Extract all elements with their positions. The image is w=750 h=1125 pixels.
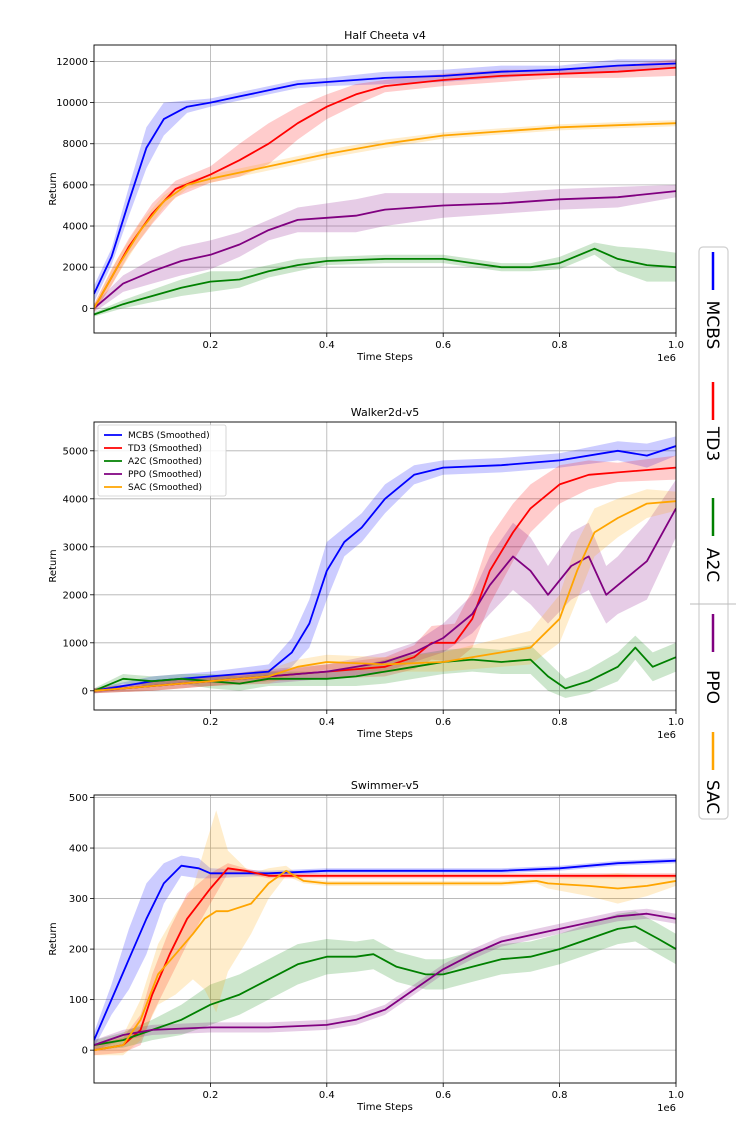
y-tick-label: 6000 xyxy=(63,180,88,191)
y-axis-label: Return xyxy=(48,172,59,205)
x-axis-label: Time Steps xyxy=(356,352,413,363)
series-line-4 xyxy=(94,122,676,309)
series-line-4 xyxy=(94,500,676,692)
x-tick-label: 1.0 xyxy=(668,717,684,728)
x-tick-label: 0.4 xyxy=(319,340,335,351)
y-tick-label: 200 xyxy=(69,945,88,956)
chart-panel-1: 0.2 0.4 0.6 0.8 1.0 0 2000 4000 6000 8000 10000 120… xyxy=(48,29,684,364)
x-tick-label: 0.2 xyxy=(202,340,218,351)
y-tick-label: 300 xyxy=(69,894,88,905)
chart-title: Half Cheeta v4 xyxy=(344,29,426,42)
series-band-3 xyxy=(94,479,676,694)
side-legend: MCBS TD3 A2C PPO SAC xyxy=(690,246,736,820)
x-offset-text: 1e6 xyxy=(657,730,676,741)
series-line-4 xyxy=(94,869,676,1052)
series-line-0 xyxy=(94,445,676,692)
side-legend-label: TD3 xyxy=(702,426,722,461)
x-tick-label: 0.6 xyxy=(435,1090,451,1101)
legend-box xyxy=(97,424,227,497)
series-band-4 xyxy=(94,489,676,694)
y-tick-label: 5000 xyxy=(63,446,88,457)
x-tick-label: 0.8 xyxy=(552,717,568,728)
chart-title: Swimmer-v5 xyxy=(351,779,419,792)
x-offset-text: 1e6 xyxy=(657,1103,676,1114)
side-legend-label: MCBS xyxy=(702,301,722,350)
series-band-2 xyxy=(94,242,676,317)
series-line-3 xyxy=(94,190,676,309)
side-legend-label: A2C xyxy=(702,548,722,582)
y-tick-label: 3000 xyxy=(63,542,88,553)
y-tick-label: 10000 xyxy=(56,98,88,109)
y-tick-label: 2000 xyxy=(63,263,88,274)
series-band-4 xyxy=(94,810,676,1056)
plot-area xyxy=(94,436,676,698)
x-tick-label: 0.2 xyxy=(202,717,218,728)
chart-panel-3: 0.2 0.4 0.6 0.8 1.0 0 100 200 300 400 500 1e6 Time S… xyxy=(48,779,684,1114)
y-axis-label: Return xyxy=(48,922,59,955)
axes-frame xyxy=(93,44,677,334)
legend-entry: TD3 (Smoothed) xyxy=(127,444,202,454)
x-tick-label: 0.2 xyxy=(202,1090,218,1101)
plot-area xyxy=(94,810,676,1056)
y-tick-label: 12000 xyxy=(56,57,88,68)
x-tick-label: 1.0 xyxy=(668,340,684,351)
x-tick-label: 0.8 xyxy=(552,340,568,351)
y-tick-label: 0 xyxy=(82,304,88,315)
y-tick-label: 500 xyxy=(69,793,88,804)
series-line-2 xyxy=(94,646,676,692)
x-axis-label: Time Steps xyxy=(356,1102,413,1113)
series-line-2 xyxy=(94,247,676,316)
y-tick-label: 2000 xyxy=(63,590,88,601)
y-tick-label: 8000 xyxy=(63,139,88,150)
y-tick-label: 400 xyxy=(69,844,88,855)
y-tick-label: 1000 xyxy=(63,638,88,649)
series-line-1 xyxy=(94,867,676,1052)
legend-entry: PPO (Smoothed) xyxy=(128,470,202,480)
x-axis-label: Time Steps xyxy=(356,729,413,740)
y-tick-label: 4000 xyxy=(63,222,88,233)
x-tick-label: 0.6 xyxy=(435,717,451,728)
legend-entry: SAC (Smoothed) xyxy=(128,483,202,493)
series-line-2 xyxy=(94,925,676,1046)
series-band-1 xyxy=(94,455,676,694)
x-tick-label: 1.0 xyxy=(668,1090,684,1101)
x-tick-label: 0.4 xyxy=(319,717,335,728)
x-tick-label: 0.6 xyxy=(435,340,451,351)
plot-area xyxy=(94,59,676,317)
legend-entry: MCBS (Smoothed) xyxy=(128,431,210,441)
chart-legend: MCBS (Smoothed) TD3 (Smoothed) A2C (Smooth… xyxy=(97,424,227,497)
series-line-3 xyxy=(94,912,676,1046)
chart-panel-2: 0.2 0.4 0.6 0.8 1.0 0 1000 2000 3000 4000 5000 1e6 T… xyxy=(48,406,684,741)
side-legend-label: SAC xyxy=(702,780,722,814)
legend-entry: A2C (Smoothed) xyxy=(128,457,202,467)
series-line-0 xyxy=(94,859,676,1041)
axes-frame xyxy=(93,794,677,1084)
y-tick-label: 0 xyxy=(82,1046,88,1057)
chart-title: Walker2d-v5 xyxy=(351,406,419,419)
axes-frame xyxy=(93,421,677,711)
series-band-0 xyxy=(94,436,676,694)
y-tick-label: 4000 xyxy=(63,494,88,505)
series-line-0 xyxy=(94,62,676,295)
y-tick-label: 0 xyxy=(82,686,88,697)
series-band-2 xyxy=(94,911,676,1051)
y-axis-label: Return xyxy=(48,549,59,582)
x-offset-text: 1e6 xyxy=(657,353,676,364)
side-legend-label: PPO xyxy=(702,670,722,704)
x-tick-label: 0.8 xyxy=(552,1090,568,1101)
y-tick-label: 100 xyxy=(69,995,88,1006)
x-tick-label: 0.4 xyxy=(319,1090,335,1101)
